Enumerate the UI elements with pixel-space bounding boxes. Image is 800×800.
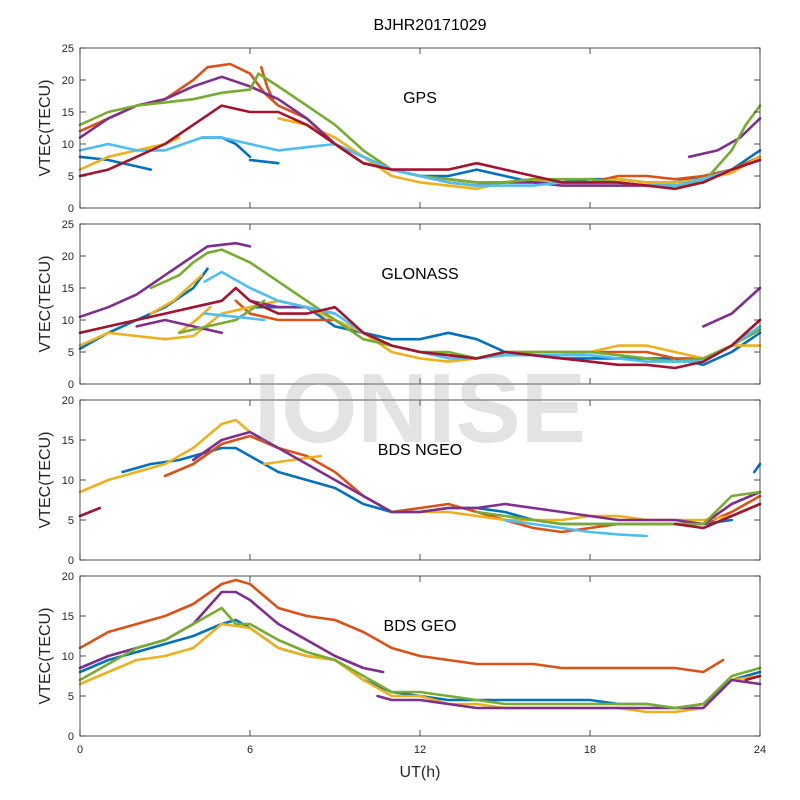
plot-area bbox=[80, 400, 760, 560]
series-line bbox=[687, 117, 762, 159]
y-tick-label: 5 bbox=[68, 171, 74, 183]
series-line bbox=[192, 430, 762, 526]
series-line bbox=[78, 418, 252, 494]
series-line bbox=[203, 312, 266, 322]
series-line bbox=[475, 490, 762, 526]
y-tick-label: 10 bbox=[62, 139, 74, 151]
panel-1: 0 5 10 15 20 25 VTEC(TECU) GLONASS bbox=[37, 219, 762, 391]
y-axis-label: VTEC(TECU) bbox=[37, 256, 54, 353]
series-line bbox=[673, 502, 762, 530]
series-line bbox=[78, 299, 762, 363]
x-tick-label: 0 bbox=[77, 744, 83, 756]
series-line bbox=[376, 678, 762, 710]
panel-title: GPS bbox=[403, 90, 437, 107]
x-tick-label: 6 bbox=[247, 744, 253, 756]
y-tick-label: 25 bbox=[62, 219, 74, 231]
y-tick-label: 15 bbox=[62, 283, 74, 295]
x-tick-label: 24 bbox=[754, 744, 766, 756]
series-line bbox=[78, 578, 725, 674]
figure-title: BJHR20171029 bbox=[374, 17, 487, 34]
y-tick-label: 20 bbox=[62, 251, 74, 263]
series-line bbox=[78, 606, 762, 710]
series-line bbox=[177, 299, 266, 335]
watermark: IONISE bbox=[254, 353, 586, 463]
y-tick-label: 15 bbox=[62, 435, 74, 447]
x-axis-label: UT(h) bbox=[400, 764, 441, 781]
y-tick-label: 20 bbox=[62, 571, 74, 583]
y-tick-label: 15 bbox=[62, 107, 74, 119]
y-tick-label: 10 bbox=[62, 315, 74, 327]
series-group bbox=[78, 62, 762, 191]
y-tick-label: 10 bbox=[62, 651, 74, 663]
y-tick-label: 0 bbox=[68, 203, 74, 215]
panel-title: BDS NGEO bbox=[378, 442, 462, 459]
series-line bbox=[753, 462, 762, 474]
y-tick-label: 20 bbox=[62, 75, 74, 87]
panel-0: 0 5 10 15 20 25 VTEC(TECU) GPS bbox=[37, 43, 762, 215]
panel-title: BDS GEO bbox=[384, 618, 457, 635]
y-axis-label: VTEC(TECU) bbox=[37, 608, 54, 705]
series-line bbox=[78, 622, 762, 714]
y-tick-label: 0 bbox=[68, 731, 74, 743]
y-tick-label: 0 bbox=[68, 555, 74, 567]
y-tick-label: 5 bbox=[68, 347, 74, 359]
series-line bbox=[78, 241, 252, 319]
y-tick-label: 10 bbox=[62, 475, 74, 487]
y-tick-label: 20 bbox=[62, 395, 74, 407]
series-line bbox=[262, 454, 323, 466]
series-line bbox=[135, 318, 223, 335]
y-tick-label: 5 bbox=[68, 515, 74, 527]
series-line bbox=[503, 518, 648, 538]
x-tick-label: 18 bbox=[584, 744, 596, 756]
x-tick-label: 12 bbox=[414, 744, 426, 756]
series-line bbox=[149, 273, 204, 315]
y-tick-label: 0 bbox=[68, 379, 74, 391]
series-group bbox=[78, 241, 762, 370]
series-line bbox=[78, 104, 762, 191]
y-axis-label: VTEC(TECU) bbox=[37, 80, 54, 177]
series-line bbox=[177, 305, 212, 335]
y-tick-label: 25 bbox=[62, 43, 74, 55]
series-group bbox=[78, 578, 762, 714]
series-line bbox=[149, 248, 762, 363]
series-line bbox=[248, 158, 280, 165]
panel-title: GLONASS bbox=[381, 266, 458, 283]
y-axis-label: VTEC(TECU) bbox=[37, 432, 54, 529]
panel-3: 0 5 10 15 20 0 6 12 18 24 VTEC(TECU) BDS GEO bbox=[37, 571, 766, 756]
series-line bbox=[78, 286, 762, 370]
y-tick-label: 15 bbox=[62, 611, 74, 623]
panel-2: 0 5 10 15 20 VTEC(TECU) BDS NGEO bbox=[37, 395, 762, 567]
y-tick-label: 5 bbox=[68, 691, 74, 703]
series-line bbox=[78, 506, 102, 518]
plot-area bbox=[80, 48, 760, 208]
series-group bbox=[78, 418, 762, 538]
series-line bbox=[744, 674, 762, 682]
panels: 0 5 10 15 20 25 VTEC(TECU) GPS 0 5 10 15 20 25 VTEC(TE… bbox=[37, 43, 766, 756]
series-line bbox=[702, 286, 762, 328]
